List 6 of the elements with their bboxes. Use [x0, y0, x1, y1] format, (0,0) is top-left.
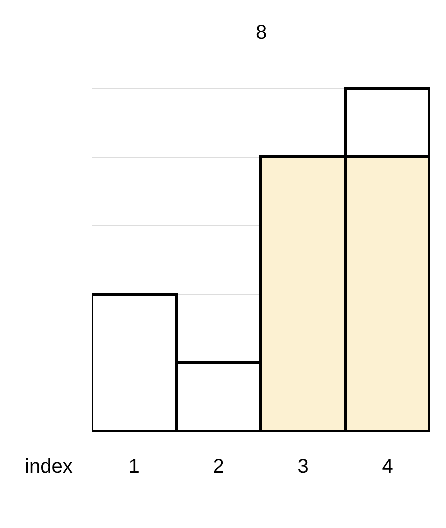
- text: 8: [256, 22, 268, 44]
- x-tick-label: 2: [213, 456, 224, 478]
- x-tick-label: 3: [298, 456, 309, 478]
- x-tick-label: 4: [382, 456, 394, 478]
- x-tick-label: 1: [128, 456, 140, 478]
- x-axis-title: index: [25, 456, 73, 478]
